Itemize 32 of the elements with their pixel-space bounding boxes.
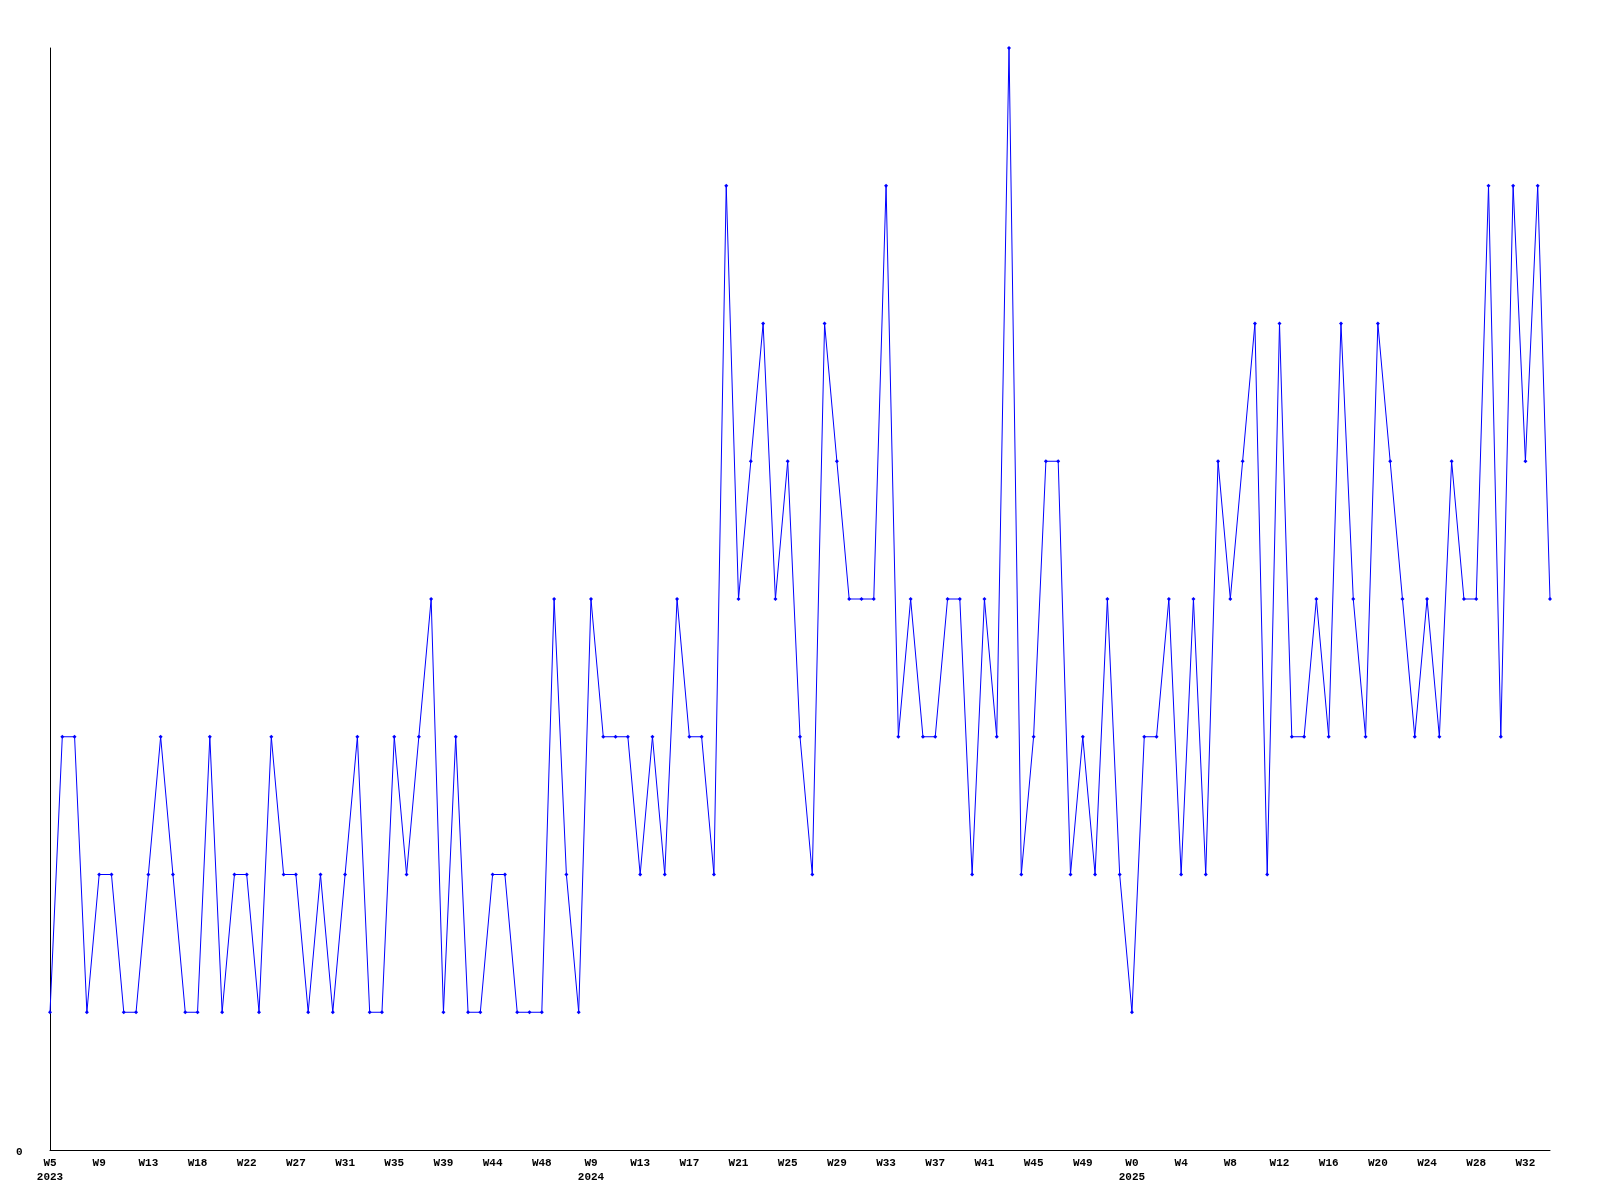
- x-tick-label: W13: [630, 1157, 651, 1169]
- x-tick-label: W25: [777, 1157, 798, 1169]
- x-tick-label: W32: [1515, 1157, 1536, 1169]
- x-tick-label: W49: [1072, 1157, 1093, 1169]
- text: 0: [16, 1145, 23, 1158]
- x-tick-label: W22: [236, 1157, 257, 1169]
- x-tick-label: W16: [1318, 1157, 1339, 1169]
- x-tick-label: W33: [876, 1157, 897, 1169]
- x-tick-label: W9 2024: [577, 1157, 605, 1183]
- x-tick-label: W24: [1417, 1157, 1438, 1169]
- x-tick-label: W37: [925, 1157, 946, 1169]
- x-tick-label: W20: [1367, 1157, 1388, 1169]
- x-tick-label: W0 2025: [1118, 1157, 1146, 1183]
- x-tick-label: W17: [679, 1157, 700, 1169]
- x-tick-label: W27: [286, 1157, 306, 1169]
- x-tick-label: W31: [335, 1157, 356, 1169]
- x-tick-label: W41: [974, 1157, 995, 1169]
- x-tick-label: W48: [531, 1157, 553, 1169]
- x-tick-label: W29: [826, 1157, 847, 1169]
- x-tick-label: W4: [1174, 1157, 1189, 1169]
- x-tick-label: W18: [187, 1157, 208, 1169]
- x-tick-label: W44: [482, 1157, 503, 1169]
- x-tick-label: W12: [1269, 1157, 1290, 1169]
- x-tick-label: W39: [433, 1157, 454, 1169]
- x-tick-label: W21: [728, 1157, 749, 1169]
- x-tick-label: W45: [1023, 1157, 1044, 1169]
- x-tick-label: W35: [384, 1157, 405, 1169]
- x-tick-label: W9: [92, 1157, 106, 1169]
- x-tick-label: W8: [1223, 1157, 1238, 1169]
- x-tick-label: W28: [1466, 1157, 1487, 1169]
- x-tick-label: W13: [138, 1157, 159, 1169]
- x-tick-label: W5 2023: [36, 1157, 64, 1183]
